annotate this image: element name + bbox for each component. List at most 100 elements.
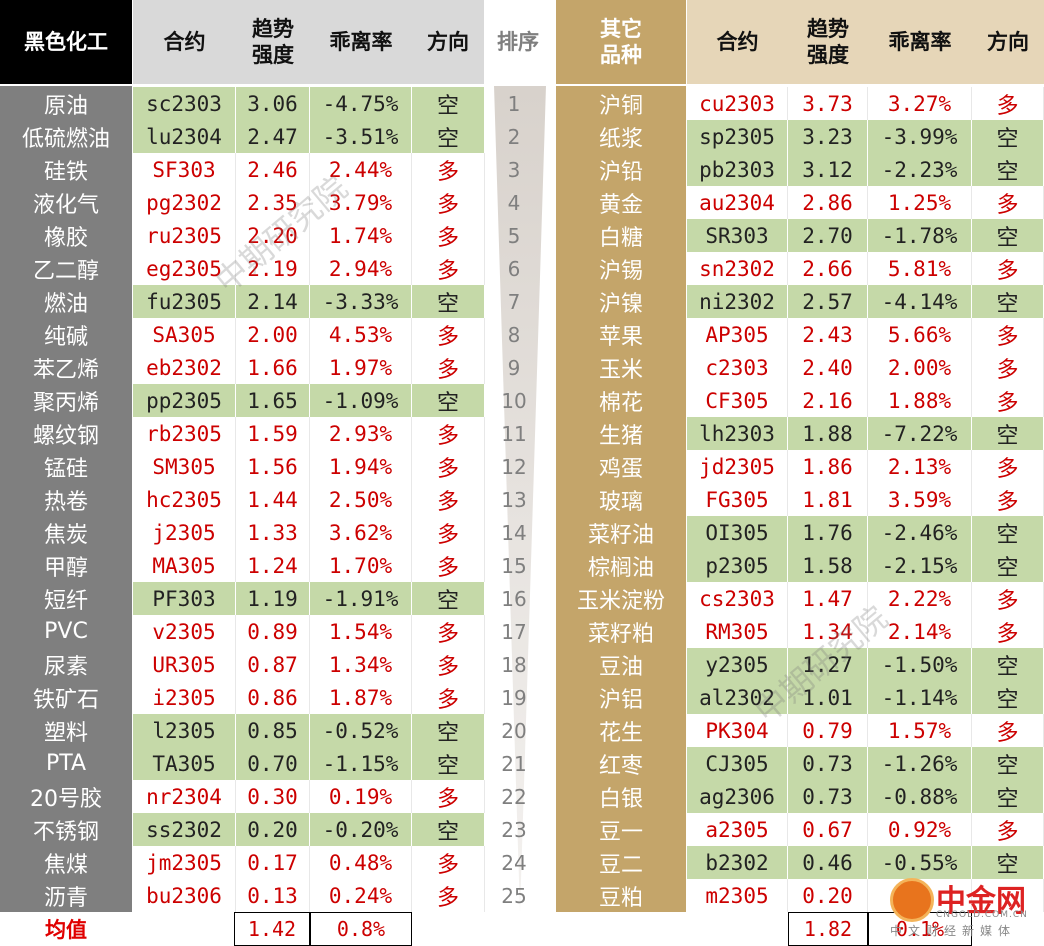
contract-code: hc2305: [133, 483, 236, 516]
trend-strength-value: 0.17: [236, 846, 310, 879]
deviation-value: 1.25%: [868, 186, 972, 219]
deviation-value: -1.91%: [310, 582, 412, 615]
right-category-name: 纸浆: [598, 126, 643, 152]
direction-value: 空: [412, 285, 485, 318]
left-category-name: 硅铁: [43, 159, 88, 185]
left-direction-header-label: 方向: [427, 30, 469, 54]
left-table-row: rb2305 1.59 2.93% 多: [133, 417, 485, 450]
left-table-row: lu2304 2.47 -3.51% 空: [133, 120, 485, 153]
trend-strength-value: 0.20: [788, 879, 868, 912]
right-category-name: 豆二: [598, 852, 643, 878]
left-table-row: ru2305 2.20 1.74% 多: [133, 219, 485, 252]
rank-number: 25: [501, 883, 527, 908]
contract-code: v2305: [133, 615, 236, 648]
right-table-row: pb2303 3.12 -2.23% 空: [687, 153, 1044, 186]
right-category-name: 玉米淀粉: [576, 588, 665, 614]
deviation-value: -2.15%: [868, 549, 972, 582]
deviation-value: 2.13%: [868, 450, 972, 483]
left-table-row: SA305 2.00 4.53% 多: [133, 318, 485, 351]
left-table-row: sc2303 3.06 -4.75% 空: [133, 87, 485, 120]
deviation-value: -1.50%: [868, 648, 972, 681]
trend-strength-value: 2.66: [788, 252, 868, 285]
left-category-name: 聚丙烯: [32, 390, 99, 416]
right-trend-header-line2: 强度: [807, 43, 849, 67]
contract-code: i2305: [133, 681, 236, 714]
rank-number: 21: [501, 751, 527, 776]
right-table-row: PK304 0.79 1.57% 多: [687, 714, 1044, 747]
left-category-name: 低硫燃油: [21, 126, 110, 152]
deviation-value: -2.46%: [868, 516, 972, 549]
trend-strength-value: 1.19: [236, 582, 310, 615]
deviation-value: 0.24%: [310, 879, 412, 912]
right-trend-header-line1: 趋势: [807, 17, 849, 41]
left-category-name: 铁矿石: [32, 687, 99, 713]
rank-number: 19: [501, 685, 527, 710]
left-table-row: pg2302 2.35 3.79% 多: [133, 186, 485, 219]
right-direction-header-label: 方向: [987, 30, 1029, 54]
right-contract-header-label: 合约: [716, 30, 759, 54]
rank-number: 10: [501, 388, 527, 413]
contract-code: ag2306: [687, 780, 788, 813]
right-category-name: 沪铝: [598, 687, 643, 713]
left-table-row: jm2305 0.17 0.48% 多: [133, 846, 485, 879]
right-deviation-header: 乖离率: [868, 0, 972, 84]
left-trend-header-line2: 强度: [252, 43, 294, 67]
deviation-value: 2.00%: [868, 351, 972, 384]
right-trend-average: 1.82: [788, 912, 868, 946]
right-table-row: p2305 1.58 -2.15% 空: [687, 549, 1044, 582]
left-table-row: nr2304 0.30 0.19% 多: [133, 780, 485, 813]
right-table-row: OI305 1.76 -2.46% 空: [687, 516, 1044, 549]
direction-value: 空: [972, 549, 1044, 582]
trend-strength-value: 2.70: [788, 219, 868, 252]
trend-strength-value: 2.14: [236, 285, 310, 318]
left-category-name: 橡胶: [43, 225, 88, 251]
direction-value: 多: [412, 252, 485, 285]
left-table-row: eg2305 2.19 2.94% 多: [133, 252, 485, 285]
trend-strength-value: 1.47: [788, 582, 868, 615]
direction-value: 空: [972, 780, 1044, 813]
rank-header-label: 排序: [497, 30, 539, 54]
right-trend-average-value: 1.82: [803, 917, 853, 941]
contract-code: rb2305: [133, 417, 236, 450]
left-category-name: 锰硅: [43, 456, 88, 482]
direction-value: 多: [972, 384, 1044, 417]
trend-strength-value: 2.47: [236, 120, 310, 153]
direction-value: 多: [412, 549, 485, 582]
deviation-value: 1.94%: [310, 450, 412, 483]
rank-number: 6: [507, 256, 521, 281]
contract-code: m2305: [687, 879, 788, 912]
trend-strength-value: 1.27: [788, 648, 868, 681]
right-category-name: 豆粕: [598, 885, 643, 911]
right-direction-header: 方向: [972, 0, 1044, 84]
right-table-row: lh2303 1.88 -7.22% 空: [687, 417, 1044, 450]
deviation-value: -1.09%: [310, 384, 412, 417]
average-label: 均值: [45, 918, 87, 942]
direction-value: 空: [412, 714, 485, 747]
deviation-value: -1.14%: [868, 681, 972, 714]
contract-code: eb2302: [133, 351, 236, 384]
rank-number: 23: [501, 817, 527, 842]
left-table-row: eb2302 1.66 1.97% 多: [133, 351, 485, 384]
direction-value: 空: [412, 120, 485, 153]
deviation-value: 2.94%: [310, 252, 412, 285]
direction-value: 空: [972, 285, 1044, 318]
direction-value: 多: [972, 252, 1044, 285]
direction-value: 多: [972, 351, 1044, 384]
left-category-name: PTA: [45, 751, 87, 776]
right-category-name: 黄金: [598, 192, 643, 218]
left-category-name: 沥青: [43, 885, 88, 911]
right-category-name: 沪镍: [598, 291, 643, 317]
right-table-row: CJ305 0.73 -1.26% 空: [687, 747, 1044, 780]
contract-code: j2305: [133, 516, 236, 549]
trend-strength-value: 2.86: [788, 186, 868, 219]
right-table-row: c2303 2.40 2.00% 多: [687, 351, 1044, 384]
contract-code: p2305: [687, 549, 788, 582]
contract-code: pp2305: [133, 384, 236, 417]
contract-code: ru2305: [133, 219, 236, 252]
contract-code: sn2302: [687, 252, 788, 285]
right-category-name: 玻璃: [598, 489, 643, 515]
trend-strength-value: 0.73: [788, 780, 868, 813]
deviation-value: 1.57%: [868, 714, 972, 747]
contract-code: TA305: [133, 747, 236, 780]
trend-strength-value: 2.46: [236, 153, 310, 186]
